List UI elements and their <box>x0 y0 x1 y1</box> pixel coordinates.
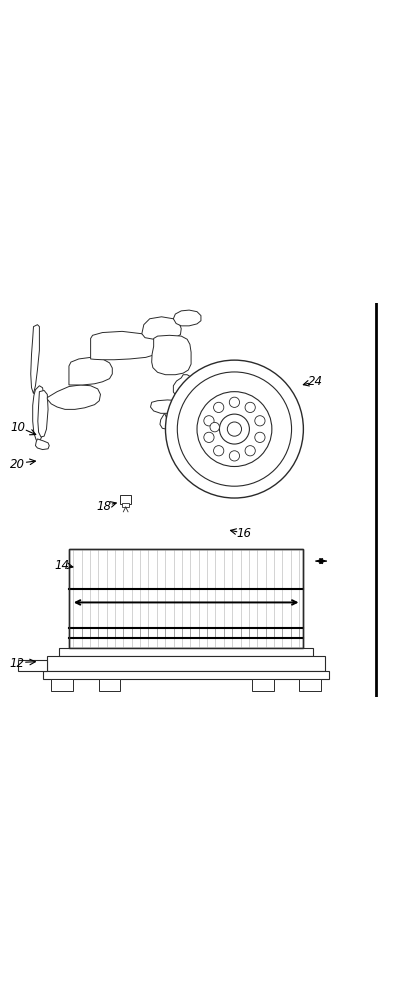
Polygon shape <box>173 310 201 326</box>
Text: 14: 14 <box>55 559 70 572</box>
Polygon shape <box>198 397 207 413</box>
Polygon shape <box>173 375 195 398</box>
Circle shape <box>219 414 249 444</box>
Polygon shape <box>91 331 158 360</box>
Circle shape <box>204 432 214 442</box>
Polygon shape <box>31 325 39 394</box>
Bar <box>120 495 131 504</box>
Circle shape <box>229 397 240 407</box>
Circle shape <box>177 372 292 486</box>
Bar <box>18 660 47 671</box>
Text: 24: 24 <box>308 375 323 388</box>
Polygon shape <box>151 400 187 413</box>
Circle shape <box>229 451 240 461</box>
Bar <box>51 679 73 691</box>
Circle shape <box>204 416 214 426</box>
Circle shape <box>255 432 265 442</box>
Circle shape <box>165 360 303 498</box>
Polygon shape <box>47 385 100 409</box>
Circle shape <box>214 402 224 413</box>
Bar <box>252 679 274 691</box>
Bar <box>299 679 321 691</box>
Text: 16: 16 <box>237 527 252 540</box>
Polygon shape <box>33 386 44 442</box>
Circle shape <box>245 446 255 456</box>
Circle shape <box>214 446 224 456</box>
Bar <box>59 648 313 656</box>
Circle shape <box>197 392 272 467</box>
Polygon shape <box>203 409 225 416</box>
Polygon shape <box>38 390 48 437</box>
Bar <box>69 549 303 648</box>
Bar <box>122 503 129 507</box>
Bar <box>47 656 325 671</box>
Polygon shape <box>35 439 49 450</box>
Circle shape <box>245 402 255 413</box>
Polygon shape <box>160 413 170 429</box>
Polygon shape <box>69 357 112 385</box>
Polygon shape <box>191 386 206 397</box>
Polygon shape <box>152 335 191 375</box>
Bar <box>98 679 120 691</box>
Polygon shape <box>142 317 181 339</box>
Circle shape <box>227 422 242 436</box>
Text: 20: 20 <box>10 458 25 471</box>
Bar <box>69 549 303 648</box>
Text: 12: 12 <box>9 657 24 670</box>
Circle shape <box>255 416 265 426</box>
Text: 10: 10 <box>10 421 25 434</box>
Bar <box>43 671 329 679</box>
Text: 18: 18 <box>97 500 112 513</box>
Circle shape <box>210 422 219 432</box>
